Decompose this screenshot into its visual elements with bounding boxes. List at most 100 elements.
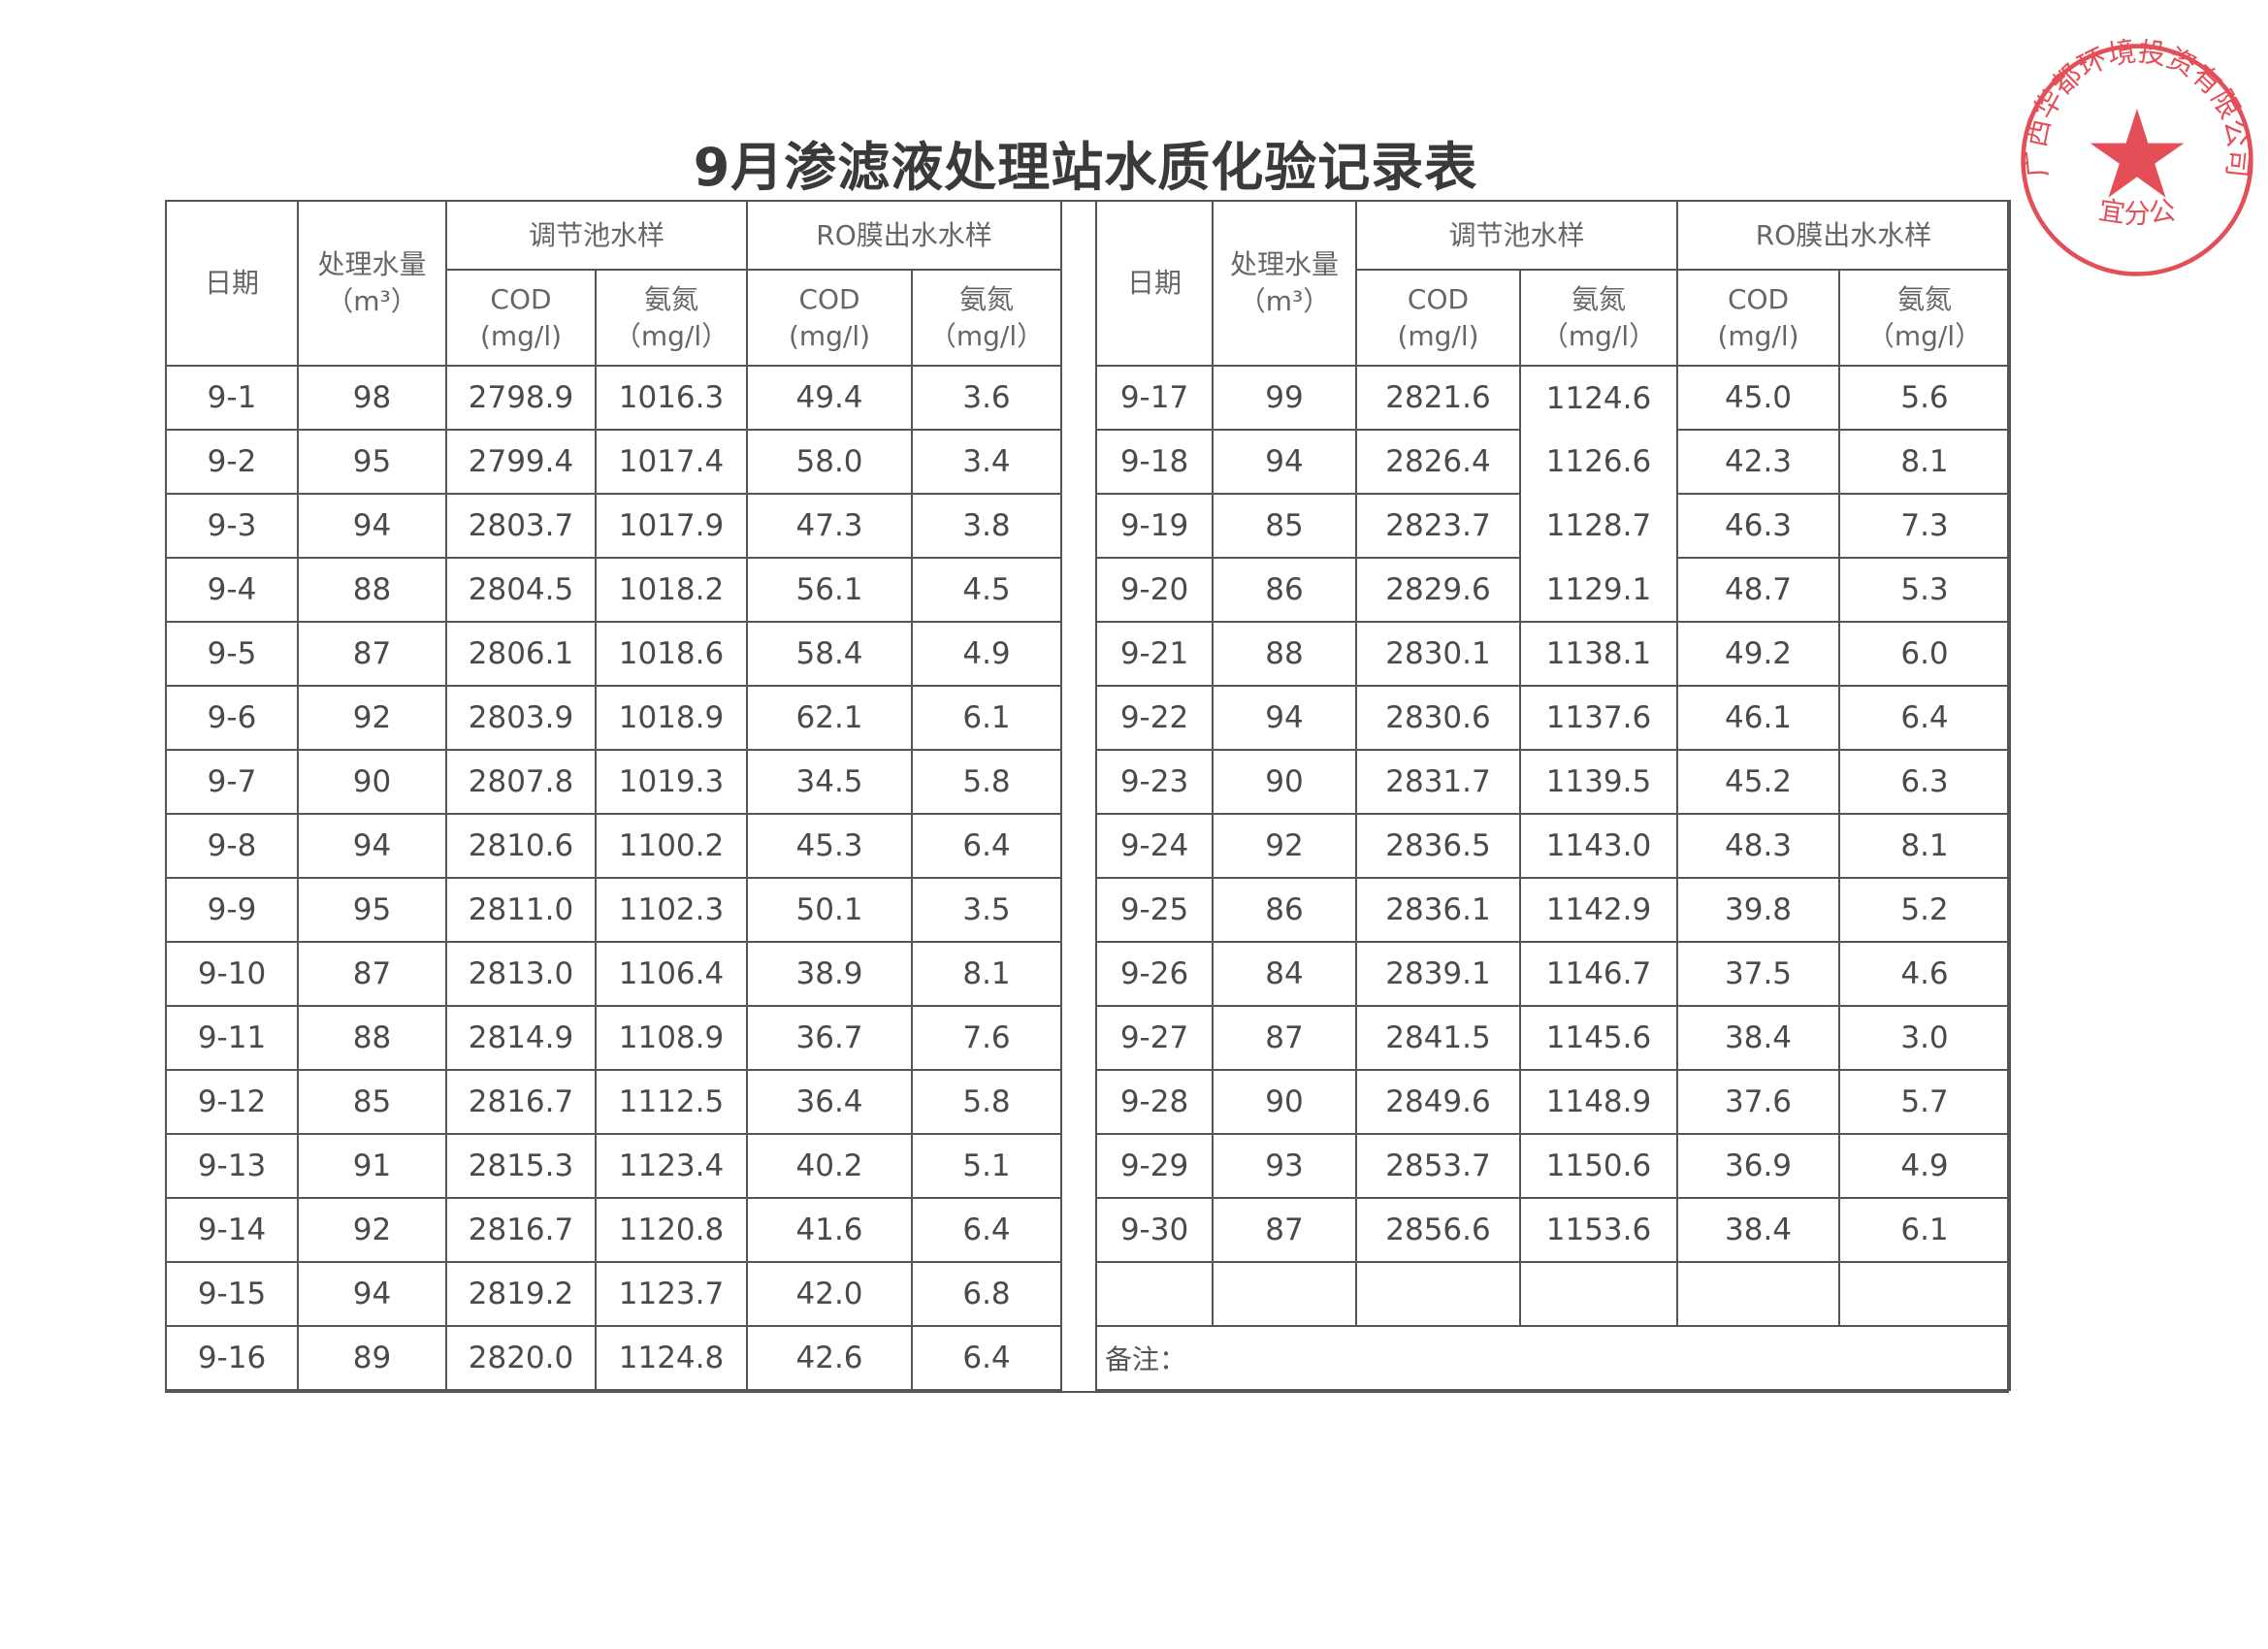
cell-ro-cod: 48.7: [1676, 557, 1841, 623]
cell-volume: 86: [1212, 557, 1357, 623]
cell-tank-cod: 2821.6: [1355, 365, 1521, 431]
cod-label: COD: [798, 282, 860, 315]
cell-volume: 94: [297, 493, 447, 559]
cell-tank-ammonia: 1128.7: [1518, 494, 1679, 558]
cell-volume: 87: [297, 621, 447, 687]
cell-tank-cod: 2810.6: [445, 813, 597, 879]
cell-date: 9-3: [165, 493, 299, 559]
cell-ro-cod: 45.2: [1676, 749, 1841, 815]
cell-ro-ammonia: 3.0: [1838, 1005, 2012, 1071]
cell-tank-ammonia: 1100.2: [594, 813, 749, 879]
cell-ro-ammonia: 5.8: [911, 749, 1063, 815]
cell-date: 9-21: [1095, 621, 1214, 687]
remark-label: 备注：: [1094, 1325, 2012, 1391]
cell-ro-ammonia: 6.4: [1838, 685, 2012, 751]
ammonia-unit: （mg/l）: [1866, 319, 1983, 352]
cell-volume: 91: [297, 1133, 447, 1199]
cell-date: 9-13: [165, 1133, 299, 1199]
cell-ro-cod: 47.3: [746, 493, 914, 559]
cod-unit: (mg/l): [479, 319, 563, 352]
cell-tank-ammonia: 1016.3: [594, 365, 749, 431]
header-tank-cod: COD (mg/l): [445, 269, 597, 367]
header-date-label: 日期: [204, 267, 259, 299]
cell-ro-ammonia: 3.4: [911, 429, 1063, 495]
cell-ro-ammonia: [1838, 1261, 2012, 1327]
cell-ro-ammonia: 4.5: [911, 557, 1063, 623]
cell-tank-cod: 2815.3: [445, 1133, 597, 1199]
table-row: 9-18 94 2826.4 1126.6 42.3 8.1: [1095, 429, 2012, 495]
header-ro-group: RO膜出水水样: [746, 200, 1063, 271]
cell-ro-cod: 49.4: [746, 365, 914, 431]
cell-date: 9-9: [165, 877, 299, 943]
table-row: [1095, 1261, 2012, 1327]
table-row: 9-11 88 2814.9 1108.9 36.7 7.6: [165, 1005, 1063, 1071]
cell-ro-cod: 50.1: [746, 877, 914, 943]
cell-tank-cod: 2799.4: [445, 429, 597, 495]
cell-volume: 87: [1212, 1197, 1357, 1263]
cell-tank-cod: 2819.2: [445, 1261, 597, 1327]
cell-volume: 98: [297, 365, 447, 431]
cell-ro-ammonia: 5.2: [1838, 877, 2012, 943]
cell-tank-ammonia: 1142.9: [1518, 877, 1679, 943]
cell-volume: 94: [297, 1261, 447, 1327]
header-ro-ammonia: 氨氮 （mg/l）: [911, 269, 1063, 367]
cell-volume: 99: [1212, 365, 1357, 431]
cell-tank-ammonia: 1139.5: [1518, 749, 1679, 815]
cell-ro-cod: 42.0: [746, 1261, 914, 1327]
table-row: 9-21 88 2830.1 1138.1 49.2 6.0: [1095, 621, 2012, 687]
cod-unit: (mg/l): [1717, 319, 1799, 352]
cell-ro-ammonia: 6.8: [911, 1261, 1063, 1327]
cell-tank-ammonia: 1124.8: [594, 1325, 749, 1391]
page-title: 9月渗滤液处理站水质化验记录表: [693, 137, 1478, 198]
cell-date: 9-16: [165, 1325, 299, 1391]
remark-row: 备注：: [1094, 1325, 2012, 1391]
ammonia-label: 氨氮: [1897, 282, 1953, 315]
cell-tank-cod: 2856.6: [1355, 1197, 1521, 1263]
cell-volume: 88: [297, 557, 447, 623]
table-row: 9-3 94 2803.7 1017.9 47.3 3.8: [165, 493, 1063, 559]
table-row: 9-8 94 2810.6 1100.2 45.3 6.4: [165, 813, 1063, 879]
cell-date: 9-10: [165, 941, 299, 1007]
cell-ro-ammonia: 6.1: [911, 685, 1063, 751]
cell-tank-cod: 2849.6: [1355, 1069, 1521, 1135]
cell-tank-ammonia: 1102.3: [594, 877, 749, 943]
table-row: 9-6 92 2803.9 1018.9 62.1 6.1: [165, 685, 1063, 751]
header-date-label: 日期: [1126, 267, 1182, 299]
cell-ro-ammonia: 6.4: [911, 813, 1063, 879]
ammonia-unit: （mg/l）: [613, 319, 729, 352]
cell-tank-ammonia: 1106.4: [594, 941, 749, 1007]
cell-tank-ammonia: 1123.4: [594, 1133, 749, 1199]
cell-ro-cod: 58.0: [746, 429, 914, 495]
right-table: 日期 处理水量 （m³） 调节池水样 RO膜出水水样 COD (mg/l) 氨氮 （m…: [1094, 200, 2012, 1391]
cell-tank-cod: 2823.7: [1355, 493, 1521, 559]
table-row: 9-13 91 2815.3 1123.4 40.2 5.1: [165, 1133, 1063, 1199]
cell-ro-ammonia: 7.3: [1838, 493, 2012, 559]
cell-volume: 95: [297, 877, 447, 943]
cell-date: 9-25: [1095, 877, 1214, 943]
cell-date: 9-12: [165, 1069, 299, 1135]
cell-tank-cod: 2853.7: [1355, 1133, 1521, 1199]
cell-ro-ammonia: 6.0: [1838, 621, 2012, 687]
cell-tank-ammonia: 1123.7: [594, 1261, 749, 1327]
table-row: 9-15 94 2819.2 1123.7 42.0 6.8: [165, 1261, 1063, 1327]
table-row: 9-24 92 2836.5 1143.0 48.3 8.1: [1095, 813, 2012, 879]
cod-unit: (mg/l): [788, 319, 871, 352]
cell-tank-cod: 2831.7: [1355, 749, 1521, 815]
cell-volume: 94: [1212, 429, 1357, 495]
cell-ro-cod: 34.5: [746, 749, 914, 815]
cell-date: 9-15: [165, 1261, 299, 1327]
cell-date: 9-6: [165, 685, 299, 751]
cell-ro-cod: 39.8: [1676, 877, 1841, 943]
cell-tank-cod: 2841.5: [1355, 1005, 1521, 1071]
cell-tank-ammonia: 1108.9: [594, 1005, 749, 1071]
cell-ro-cod: 48.3: [1676, 813, 1841, 879]
header-ro-ammonia: 氨氮 （mg/l）: [1838, 269, 2012, 367]
cell-volume: 84: [1212, 941, 1357, 1007]
left-table: 日期 处理水量 （m³） 调节池水样 RO膜出水水样 COD (mg/l) 氨氮 （m…: [165, 200, 1063, 1391]
cell-ro-cod: 45.0: [1676, 365, 1841, 431]
cell-tank-ammonia: 1150.6: [1518, 1133, 1679, 1199]
table-row: 9-28 90 2849.6 1148.9 37.6 5.7: [1095, 1069, 2012, 1135]
table-row: 9-23 90 2831.7 1139.5 45.2 6.3: [1095, 749, 2012, 815]
ammonia-label: 氨氮: [644, 282, 699, 315]
table-row: 9-19 85 2823.7 1128.7 46.3 7.3: [1095, 493, 2012, 559]
